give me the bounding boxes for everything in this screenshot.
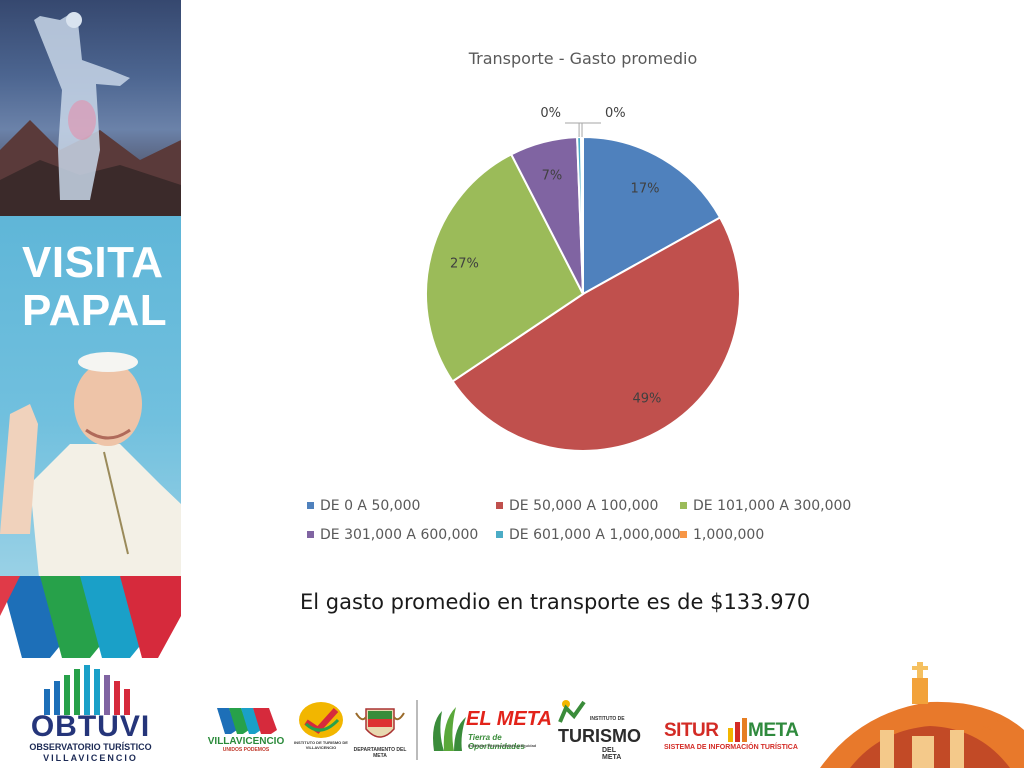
villavicencio-tagline: UNIDOS PODEMOS: [222, 747, 270, 753]
data-label-de-50-000-a-100-000: 49%: [633, 391, 662, 406]
pie-slice-de-50-000-a-100-000: [451, 216, 741, 453]
legend-label-de-601-000-a-1-000-000: DE 601,000 A 1,000,000: [509, 527, 681, 543]
pie-slices: [425, 135, 741, 453]
data-label-de-101-000-a-300-000: 27%: [450, 256, 479, 271]
turismo-emblem-icon: [558, 700, 586, 723]
pie-data-labels: 17% 49% 27% 7% 0% 0%: [450, 106, 661, 406]
obtuvi-city: VILLAVICENCIO: [43, 753, 138, 763]
pie-slice-de-0-a-50-000: [582, 135, 722, 296]
turismo-name: TURISMO: [558, 726, 641, 746]
banner-blue-panel: VISITA PAPAL: [0, 216, 181, 588]
situr-name: SITUR: [664, 720, 719, 741]
turismo-del-meta-logo: INSTITUTO DE TURISMO DEL META: [556, 698, 641, 761]
footer-divider: [416, 700, 418, 760]
turismo-institute-label: INSTITUTO DE: [590, 716, 625, 722]
coat-of-arms-icon: [355, 708, 405, 738]
instituto-text: INSTITUTO DE TURISMO DE VILLAVICENCIO: [294, 740, 348, 750]
legend-label-1-000-000: 1,000,000: [693, 527, 764, 543]
legend-label-de-0-a-50-000: DE 0 A 50,000: [320, 498, 420, 514]
legend-swatch-de-101-000-a-300-000: [680, 502, 687, 509]
departamento-text: DEPARTAMENTO DEL META: [353, 747, 407, 759]
situr-bars-icon: [728, 718, 747, 742]
chart-legend: DE 0 A 50,000 DE 50,000 A 100,000 DE 101,0…: [307, 498, 851, 543]
banner-title-visita: VISITA: [22, 238, 164, 287]
situr-meta: META: [748, 720, 799, 741]
statue-photo: [0, 0, 181, 216]
pope-illustration: [0, 352, 181, 588]
villavicencio-emblem-icon: [217, 708, 277, 734]
left-banner: VISITA PAPAL OBTUVI OBSERVATORIO TURÍSTI…: [0, 0, 181, 768]
situr-subtitle: SISTEMA DE INFORMACIÓN TURÍSTICA: [664, 744, 798, 751]
chart-title: Transporte - Gasto promedio: [468, 49, 698, 68]
pie-slice-de-101-000-a-300-000: [425, 153, 585, 383]
obtuvi-chevron-logo: [0, 576, 181, 658]
data-label-de-601-000-a-1-000-000: 0%: [605, 106, 626, 121]
data-label-de-301-000-a-600-000: 7%: [542, 169, 563, 184]
turismo-subtitle: DEL META: [602, 747, 622, 761]
el-meta-subtagline: Inclusión, Reconciliación y Equidad: [468, 743, 537, 748]
statue-illustration: [0, 12, 181, 216]
legend-swatch-de-0-a-50-000: [307, 502, 314, 509]
banner-title-papal: PAPAL: [22, 286, 168, 335]
church-illustration: [820, 662, 1024, 768]
situr-meta-logo: SITUR META SISTEMA DE INFORMACIÓN TURÍST…: [664, 716, 804, 756]
el-meta-tagline: Tierra de Oportunidades: [468, 733, 525, 751]
departamento-meta-logo: DEPARTAMENTO DEL META: [352, 703, 408, 759]
caption-text: El gasto promedio en transporte es de $1…: [300, 590, 811, 614]
el-meta-name: EL META: [466, 708, 552, 730]
legend-label-de-50-000-a-100-000: DE 50,000 A 100,000: [509, 498, 658, 514]
el-meta-emblem-icon: [433, 707, 466, 751]
data-label-de-0-a-50-000: 17%: [631, 181, 660, 196]
villavicencio-name: VILLAVICENCIO: [207, 736, 285, 747]
legend-swatch-de-50-000-a-100-000: [496, 502, 503, 509]
instituto-emblem-icon: [299, 702, 343, 738]
obtuvi-bars-logo: [44, 665, 130, 715]
legend-swatch-de-301-000-a-600-000: [307, 531, 314, 538]
pie-chart: Transporte - Gasto promedio 17% 49% 27% 7% 0…: [307, 49, 851, 543]
data-label-1-000-000: 0%: [540, 106, 561, 121]
villavicencio-logo: VILLAVICENCIO UNIDOS PODEMOS: [207, 706, 285, 753]
legend-swatch-1-000-000: [680, 531, 687, 538]
leader-line-1-000-000: [565, 122, 583, 138]
instituto-turismo-logo: INSTITUTO DE TURISMO DE VILLAVICENCIO: [294, 700, 348, 752]
legend-swatch-de-601-000-a-1-000-000: [496, 531, 503, 538]
obtuvi-name: OBTUVI: [30, 710, 151, 743]
legend-label-de-101-000-a-300-000: DE 101,000 A 300,000: [693, 498, 851, 514]
legend-label-de-301-000-a-600-000: DE 301,000 A 600,000: [320, 527, 478, 543]
el-meta-logo: EL META Tierra de Oportunidades Inclusió…: [428, 703, 552, 755]
obtuvi-subtitle: OBSERVATORIO TURÍSTICO: [29, 742, 152, 752]
